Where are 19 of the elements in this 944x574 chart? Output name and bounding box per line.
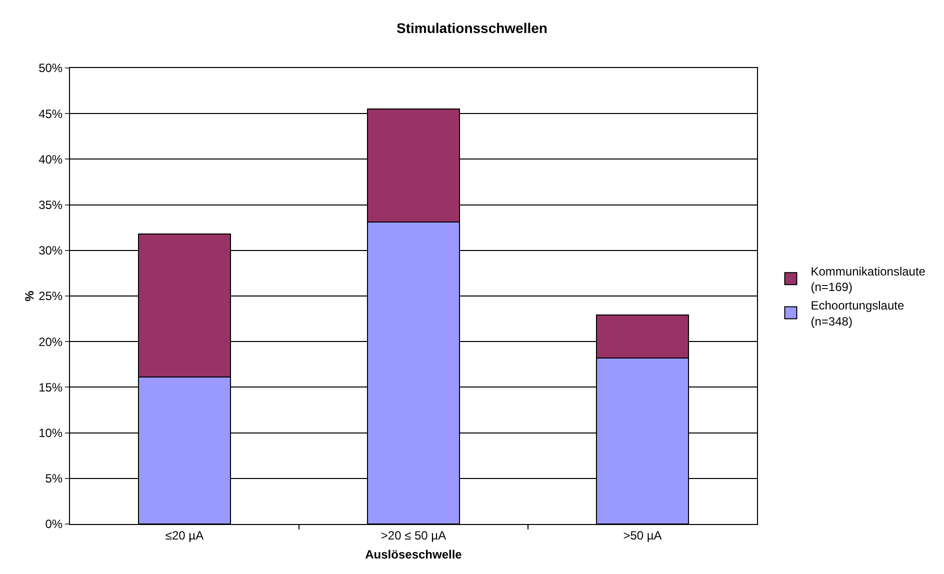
y-tick-label: 35% (38, 198, 63, 212)
x-tick-label: >50 µA (623, 528, 662, 542)
chart-title: Stimulationsschwellen (396, 20, 548, 36)
y-tick-label: 30% (38, 244, 63, 258)
x-tick-label: >20 ≤ 50 µA (380, 528, 446, 542)
y-tick-label: 20% (38, 334, 63, 349)
y-tick-label: 0% (45, 517, 63, 532)
legend-label: Echoortungslaute (n=348) (810, 298, 904, 328)
y-tick-label: 15% (38, 380, 63, 394)
y-tick-label: 5% (45, 472, 63, 486)
y-tick-label: 25% (38, 289, 63, 304)
legend-label: Kommunikationslaute (n=169) (810, 264, 926, 294)
y-axis-title: % (22, 290, 37, 302)
y-tick-label: 40% (38, 152, 63, 166)
y-tick-label: 50% (38, 61, 63, 76)
x-axis-title: Auslöseschwelle (365, 547, 462, 562)
y-tick-label: 45% (38, 106, 63, 121)
x-tick-label: ≤20 µA (165, 528, 204, 542)
y-tick-label: 10% (38, 426, 63, 440)
